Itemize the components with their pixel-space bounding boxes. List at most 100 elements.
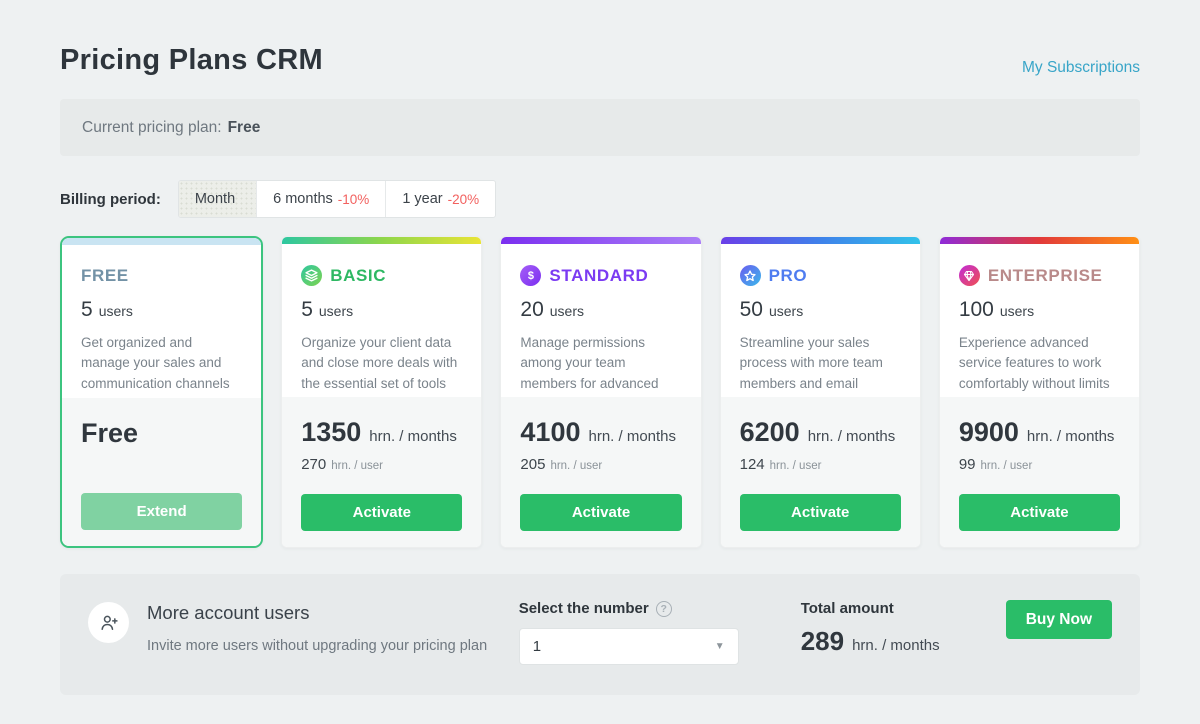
plan-name: PRO [768,265,808,285]
users-label: users [768,303,804,319]
pricing-page: Pricing Plans CRM My Subscriptions Curre… [60,0,1141,695]
more-users-panel: More account users Invite more users wit… [60,574,1140,695]
plan-name-row: BASIC [301,265,462,286]
total-amount-value: 289 [800,626,845,656]
total-amount-label: Total amount [800,600,894,617]
tab-1-year-discount: -20% [447,191,480,207]
select-number-label-text: Select the number [518,600,649,617]
per-user-value: 270 [301,456,327,473]
chevron-down-icon: ▼ [714,641,725,652]
price-row: 9900 hrn. / months [959,417,1120,448]
plan-name: STANDARD [549,265,649,285]
question-icon[interactable]: ? [655,600,672,617]
tab-1-year[interactable]: 1 year -20% [385,181,495,217]
per-user-unit: hrn. / user [550,460,603,472]
tab-1-year-label: 1 year [402,191,443,207]
plan-price-section: 4100 hrn. / months 205 hrn. / user Activ… [501,397,701,547]
extend-button[interactable]: Extend [81,493,243,530]
gem-icon [958,265,980,286]
price-value: 6200 [739,417,800,447]
plan-card-body: PRO 50 users Streamline your sales proce… [721,244,920,411]
plan-name: ENTERPRISE [987,265,1103,285]
plan-card-enterprise[interactable]: ENTERPRISE 100 users Experience advanced… [938,236,1141,548]
activate-button[interactable]: Activate [739,494,901,531]
select-number-label: Select the number ? [519,600,769,617]
plan-name-row: FREE [81,266,242,286]
tab-month[interactable]: Month [178,181,257,217]
price-row: Free [81,418,242,449]
users-count: 5 [81,298,93,321]
users-label: users [999,303,1035,319]
activate-button[interactable]: Activate [520,494,682,531]
per-user-value: 124 [739,456,765,473]
plan-price-section: Free Extend [62,398,262,546]
per-user-unit: hrn. / user [331,460,384,472]
plan-name-row: PRO [739,265,901,286]
users-label: users [549,303,584,319]
plan-card-body: BASIC 5 users Organize your client data … [282,244,481,397]
price-unit: hrn. / months [369,428,457,445]
billing-period-row: Billing period: Month 6 months -10% 1 ye… [60,180,1140,218]
user-count-field: Select the number ? 1 ▼ [518,600,769,665]
plan-accent-strip [62,238,262,245]
per-user-row: 124 hrn. / user [740,456,901,473]
billing-period-label: Billing period: [60,190,161,208]
current-plan-banner: Current pricing plan: Free [60,99,1140,156]
plan-name-row: ENTERPRISE [958,265,1120,286]
user-count-value: 1 [532,638,542,655]
my-subscriptions-link[interactable]: My Subscriptions [1021,59,1140,76]
plan-users: 5 users [81,298,242,322]
price-row: 6200 hrn. / months [740,417,901,448]
star-icon [739,265,761,286]
plan-card-basic[interactable]: BASIC 5 users Organize your client data … [281,236,483,548]
buy-now-button[interactable]: Buy Now [1005,600,1112,639]
plan-cards: FREE 5 users Get organized and manage yo… [60,236,1141,548]
per-user-value: 205 [520,456,546,473]
users-count: 5 [301,298,313,321]
plan-name: BASIC [330,265,387,285]
plan-card-pro[interactable]: PRO 50 users Streamline your sales proce… [719,236,921,548]
add-user-icon [88,602,129,643]
plan-price-section: 1350 hrn. / months 270 hrn. / user Activ… [282,397,482,547]
plan-accent-strip [501,237,701,244]
price-unit: hrn. / months [1026,428,1115,445]
plan-price-section: 6200 hrn. / months 124 hrn. / user Activ… [720,397,920,547]
current-plan-value: Free [227,118,261,136]
per-user-row: 205 hrn. / user [520,456,681,473]
price-value: 1350 [301,417,362,447]
more-users-title: More account users [147,602,310,623]
tab-6-months-label: 6 months [273,191,333,207]
layers-icon [301,265,323,286]
price-unit: hrn. / months [588,428,677,445]
current-plan-label: Current pricing plan: [82,118,222,136]
plan-card-standard[interactable]: $ STANDARD 20 users Manage permissions a… [500,236,702,548]
more-users-text: More account users Invite more users wit… [147,600,487,654]
price-unit: hrn. / months [807,428,896,445]
tab-month-label: Month [194,191,236,207]
users-count: 100 [958,298,994,321]
billing-period-tabs: Month 6 months -10% 1 year -20% [177,180,497,218]
plan-accent-strip [282,237,482,244]
user-count-select[interactable]: 1 ▼ [518,628,739,665]
plan-card-free[interactable]: FREE 5 users Get organized and manage yo… [60,236,264,548]
total-amount-unit: hrn. / months [852,637,940,654]
plan-card-body: $ STANDARD 20 users Manage permissions a… [501,244,700,411]
users-count: 20 [520,298,544,321]
price-value: 9900 [958,417,1019,447]
plan-accent-strip [939,237,1140,244]
activate-button[interactable]: Activate [958,494,1121,531]
plan-accent-strip [720,237,920,244]
plan-description: Organize your client data and close more… [301,335,458,391]
tab-6-months[interactable]: 6 months -10% [256,181,385,217]
header: Pricing Plans CRM My Subscriptions [60,0,1140,77]
plan-price-section: 9900 hrn. / months 99 hrn. / user Activa… [939,397,1140,547]
plan-description: Streamline your sales process with more … [739,335,883,411]
price-value: 4100 [520,417,581,447]
more-users-info: More account users Invite more users wit… [88,600,519,654]
activate-button[interactable]: Activate [301,494,463,531]
plan-description: Experience advanced service features to … [958,335,1110,391]
plan-card-body: FREE 5 users Get organized and manage yo… [62,245,261,411]
per-user-unit: hrn. / user [769,460,822,472]
total-amount-row: 289 hrn. / months [801,626,1006,657]
page-title: Pricing Plans CRM [60,44,323,76]
